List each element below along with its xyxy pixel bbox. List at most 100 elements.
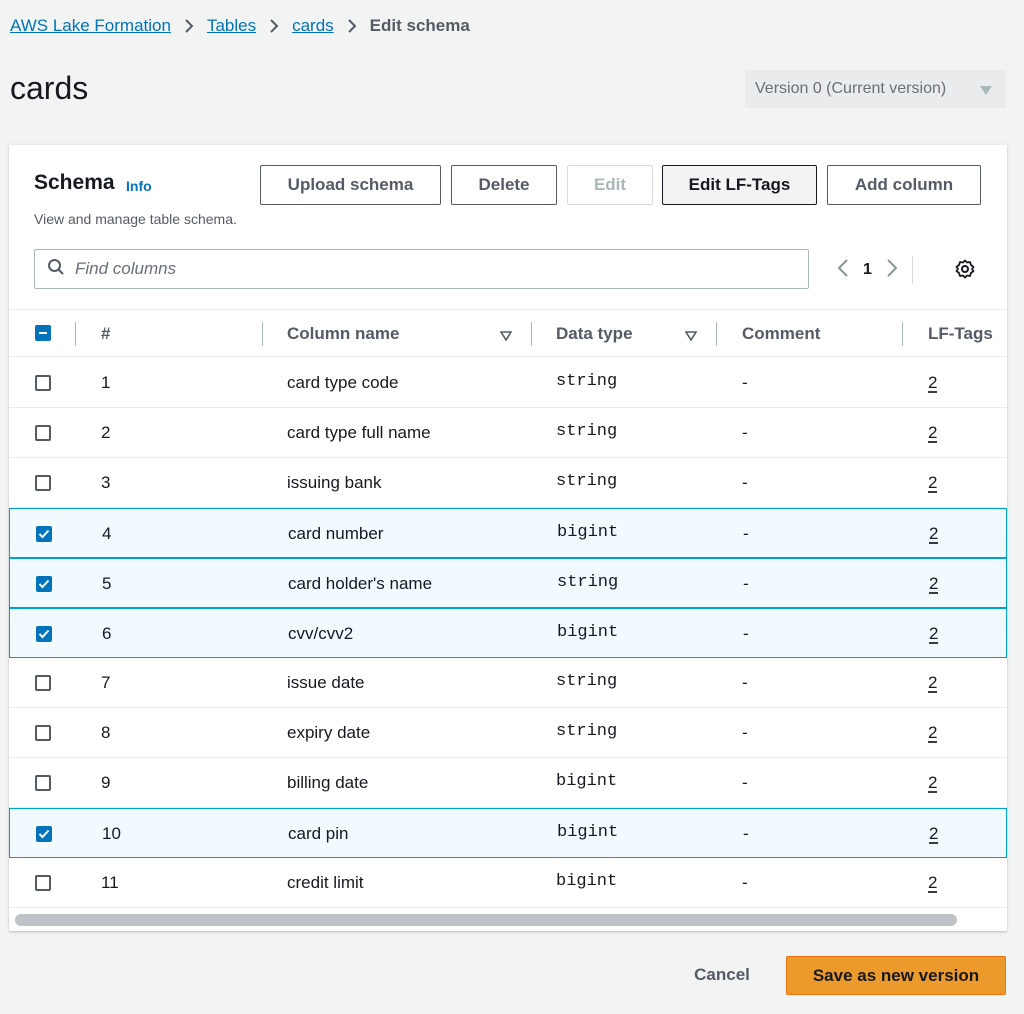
next-page-icon[interactable] (886, 258, 898, 283)
data-type-cell: string (556, 672, 618, 691)
breadcrumb-link-cards[interactable]: cards (292, 16, 334, 35)
page-title: cards (10, 70, 89, 106)
schema-description: View and manage table schema. (34, 211, 237, 227)
comment-cell: - (742, 873, 748, 892)
row-checkbox[interactable] (35, 375, 51, 391)
column-name-cell: card number (288, 524, 384, 543)
lf-tags-link[interactable]: 2 (928, 373, 938, 392)
comment-cell: - (743, 624, 749, 643)
version-select[interactable]: Version 0 (Current version) (745, 70, 1006, 108)
lf-tags-link[interactable]: 2 (928, 773, 938, 792)
lf-tags-link[interactable]: 2 (928, 723, 938, 742)
row-number: 10 (102, 824, 121, 843)
schema-title: Schema (34, 171, 115, 194)
sort-icon[interactable] (684, 328, 698, 346)
lf-tags-link[interactable]: 2 (929, 524, 939, 543)
data-type-cell: string (556, 422, 618, 441)
edit-button[interactable]: Edit (567, 165, 653, 205)
table-row[interactable]: 11 credit limit bigint - 2 (9, 858, 1007, 908)
breadcrumb-link-tables[interactable]: Tables (206, 16, 257, 35)
row-number: 9 (101, 773, 111, 792)
save-as-new-version-button[interactable]: Save as new version (786, 956, 1006, 995)
data-type-cell: bigint (557, 823, 619, 842)
row-checkbox[interactable] (36, 576, 52, 592)
breadcrumb-current: Edit schema (369, 16, 470, 35)
gear-icon[interactable] (955, 259, 975, 284)
column-separator (531, 322, 532, 346)
horizontal-scrollbar[interactable] (9, 909, 1007, 931)
data-type-cell: string (556, 722, 618, 741)
column-name-cell: issuing bank (287, 473, 382, 492)
add-column-button[interactable]: Add column (827, 165, 981, 205)
page-number[interactable]: 1 (863, 261, 872, 278)
table-row[interactable]: 8 expiry date string - 2 (9, 708, 1007, 758)
row-checkbox[interactable] (36, 826, 52, 842)
table-row[interactable]: 4 card number bigint - 2 (9, 508, 1007, 558)
row-number: 1 (101, 373, 111, 392)
lf-tags-link[interactable]: 2 (928, 473, 938, 492)
table-row[interactable]: 1 card type code string - 2 (9, 358, 1007, 408)
table-header: # Column name Data type Comment LF-Tags (9, 309, 1007, 357)
column-name-cell: card pin (288, 824, 349, 843)
scrollbar-thumb[interactable] (15, 914, 957, 926)
row-checkbox[interactable] (35, 475, 51, 491)
breadcrumb: AWS Lake Formation Tables cards Edit sch… (10, 14, 470, 38)
lf-tags-link[interactable]: 2 (928, 673, 938, 692)
column-name-cell: card type code (287, 373, 399, 392)
row-checkbox[interactable] (35, 725, 51, 741)
table-row[interactable]: 9 billing date bigint - 2 (9, 758, 1007, 808)
table-row[interactable]: 10 card pin bigint - 2 (9, 808, 1007, 858)
column-separator (716, 322, 717, 346)
breadcrumb-link-lake-formation[interactable]: AWS Lake Formation (10, 16, 171, 35)
edit-lf-tags-button[interactable]: Edit LF-Tags (662, 165, 817, 205)
row-checkbox[interactable] (36, 526, 52, 542)
column-separator (902, 322, 903, 346)
table-row[interactable]: 6 cvv/cvv2 bigint - 2 (9, 608, 1007, 658)
select-all-checkbox[interactable] (35, 325, 51, 341)
chevron-right-icon (183, 18, 195, 34)
row-checkbox[interactable] (35, 875, 51, 891)
column-header-type[interactable]: Data type (556, 324, 633, 343)
column-header-name[interactable]: Column name (287, 324, 400, 343)
chevron-right-icon (346, 18, 358, 34)
comment-cell: - (743, 574, 749, 593)
column-header-comment: Comment (742, 324, 821, 343)
row-number: 8 (101, 723, 111, 742)
lf-tags-link[interactable]: 2 (929, 574, 939, 593)
data-type-cell: bigint (556, 772, 618, 791)
row-checkbox[interactable] (36, 626, 52, 642)
lf-tags-link[interactable]: 2 (928, 873, 938, 892)
lf-tags-link[interactable]: 2 (929, 824, 939, 843)
prev-page-icon[interactable] (837, 258, 849, 283)
table-row[interactable]: 5 card holder's name string - 2 (9, 558, 1007, 608)
row-checkbox[interactable] (35, 425, 51, 441)
column-name-cell: card type full name (287, 423, 431, 442)
row-number: 11 (101, 873, 119, 892)
column-header-lf-tags: LF-Tags (928, 324, 993, 343)
pager-divider (911, 256, 913, 284)
column-name-cell: card holder's name (288, 574, 433, 593)
column-separator (75, 322, 76, 346)
comment-cell: - (742, 723, 748, 742)
upload-schema-button[interactable]: Upload schema (260, 165, 441, 205)
comment-cell: - (743, 524, 749, 543)
column-name-cell: credit limit (287, 873, 364, 892)
lf-tags-link[interactable]: 2 (928, 423, 938, 442)
table-row[interactable]: 7 issue date string - 2 (9, 658, 1007, 708)
info-link[interactable]: Info (126, 178, 152, 194)
search-input[interactable] (75, 259, 775, 279)
sort-icon[interactable] (499, 328, 513, 346)
comment-cell: - (742, 373, 748, 392)
row-checkbox[interactable] (35, 675, 51, 691)
lf-tags-link[interactable]: 2 (929, 624, 939, 643)
row-checkbox[interactable] (35, 775, 51, 791)
data-type-cell: bigint (557, 523, 619, 542)
column-name-cell: billing date (287, 773, 369, 792)
table-row[interactable]: 2 card type full name string - 2 (9, 408, 1007, 458)
cancel-button[interactable]: Cancel (676, 956, 768, 994)
data-type-cell: bigint (557, 623, 619, 642)
data-type-cell: string (556, 472, 618, 491)
delete-button[interactable]: Delete (451, 165, 557, 205)
table-row[interactable]: 3 issuing bank string - 2 (9, 458, 1007, 508)
version-select-value: Version 0 (Current version) (755, 80, 947, 97)
